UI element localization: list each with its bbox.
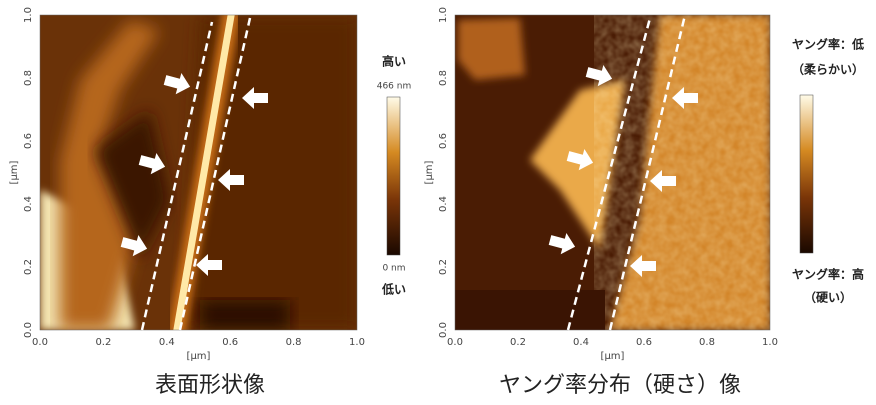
caption: 表面形状像 [155,373,265,398]
colorbar-label: （硬い） [804,290,852,305]
y-tick-label: 1.0 [438,7,449,23]
colorbar-label: 466 nm [377,82,412,92]
colorbar-label: ヤング率：低 [792,37,864,52]
x-tick-label: 0.8 [699,337,715,348]
x-tick-label: 0.6 [636,337,652,348]
colorbar-label: 0 nm [382,264,405,274]
y-tick-label: 0.4 [438,196,449,212]
colorbar [387,97,400,255]
x-tick-label: 1.0 [349,337,365,348]
x-tick-label: 0.2 [95,337,111,348]
x-tick-label: 0.4 [159,337,175,348]
x-tick-label: 0.6 [222,337,238,348]
topography-image [40,10,357,335]
caption: ヤング率分布（硬さ）像 [499,373,741,398]
x-tick-label: 0.2 [510,337,526,348]
y-tick-label: 0.2 [23,259,34,275]
y-tick-label: 0.8 [23,70,34,86]
y-tick-label: 0.0 [438,322,449,338]
y-tick-label: 0.8 [438,70,449,86]
x-tick-label: 1.0 [762,337,778,348]
colorbar-label: （柔らかい） [792,62,864,77]
x-tick-label: 0.4 [573,337,589,348]
y-tick-label: 0.2 [438,259,449,275]
y-tick-label: 0.6 [23,133,34,149]
x-tick-label: 0.8 [286,337,302,348]
x-tick-label: 0.0 [447,337,463,348]
x-axis-label: [μm] [187,351,211,362]
y-tick-label: 0.0 [23,322,34,338]
colorbar-label: 低い [381,282,406,297]
young-modulus-image [455,15,770,330]
y-tick-label: 1.0 [23,7,34,23]
y-axis-label: [μm] [9,160,20,184]
colorbar-label: ヤング率：高 [792,267,864,282]
x-tick-label: 0.0 [32,337,48,348]
figure: 0.0 0.2 0.4 0.6 0.8 1.0 0.0 0.2 0.4 0.6 0.8 1.0 [μm]… [0,0,876,405]
y-axis-label: [μm] [424,160,435,184]
colorbar [800,95,813,253]
y-tick-label: 0.6 [438,133,449,149]
colorbar-label: 高い [382,54,406,69]
x-axis-label: [μm] [601,351,625,362]
y-tick-label: 0.4 [23,196,34,212]
